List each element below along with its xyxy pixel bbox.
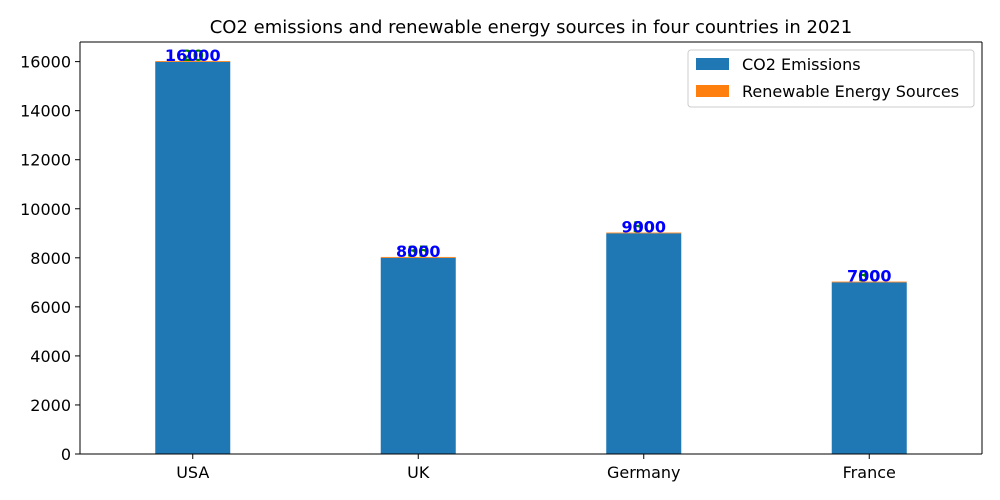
legend-label: Renewable Energy Sources xyxy=(742,82,959,101)
bar-germany-series-0 xyxy=(606,233,682,454)
y-axis: 0 2000 4000 6000 8000 10000 12000 14000 16000 xyxy=(20,42,81,464)
data-label-uk-series-0: 8000 xyxy=(396,242,441,261)
bar-germany-series-1 xyxy=(606,232,682,234)
data-label-usa-series-0: 16000 xyxy=(165,46,221,65)
bar-usa-series-1 xyxy=(155,61,231,62)
bar-france-series-0 xyxy=(831,282,907,454)
data-label-uk-series-1: 35 xyxy=(407,242,429,261)
data-label-germany-series-1: 30 xyxy=(633,218,655,237)
y-tick-label: 2000 xyxy=(30,396,71,415)
y-tick-label: 4000 xyxy=(30,347,71,366)
legend-swatch xyxy=(696,58,729,70)
bar-usa-series-0 xyxy=(155,61,231,454)
bar-uk-series-1 xyxy=(380,256,456,258)
data-label-france-series-0: 7000 xyxy=(847,267,892,286)
legend-label: CO2 Emissions xyxy=(742,55,861,74)
y-tick-label: 14000 xyxy=(20,102,71,121)
y-tick-label: 8000 xyxy=(30,249,71,268)
bar-uk-series-0 xyxy=(380,257,456,454)
legend-box xyxy=(687,49,975,108)
bar-france-series-1 xyxy=(831,281,907,283)
legend: CO2 Emissions Renewable Energy Sources xyxy=(687,49,975,108)
data-label-usa-series-1: 20 xyxy=(182,46,204,65)
y-tick-label: 10000 xyxy=(20,200,71,219)
legend-swatch xyxy=(696,85,729,97)
data-label-france-series-1: 30 xyxy=(858,267,880,286)
y-tick-label: 16000 xyxy=(20,53,71,72)
x-tick-label: Germany xyxy=(607,463,681,482)
chart-title: CO2 emissions and renewable energy sourc… xyxy=(210,17,853,38)
x-tick-label: France xyxy=(843,463,896,482)
y-tick-label: 6000 xyxy=(30,298,71,317)
y-tick-label: 0 xyxy=(61,445,71,464)
x-tick-label: USA xyxy=(176,463,209,482)
x-axis: USA UK Germany France xyxy=(80,453,982,482)
data-label-germany-series-0: 9000 xyxy=(621,218,666,237)
y-tick-label: 12000 xyxy=(20,151,71,170)
x-tick-label: UK xyxy=(407,463,430,482)
